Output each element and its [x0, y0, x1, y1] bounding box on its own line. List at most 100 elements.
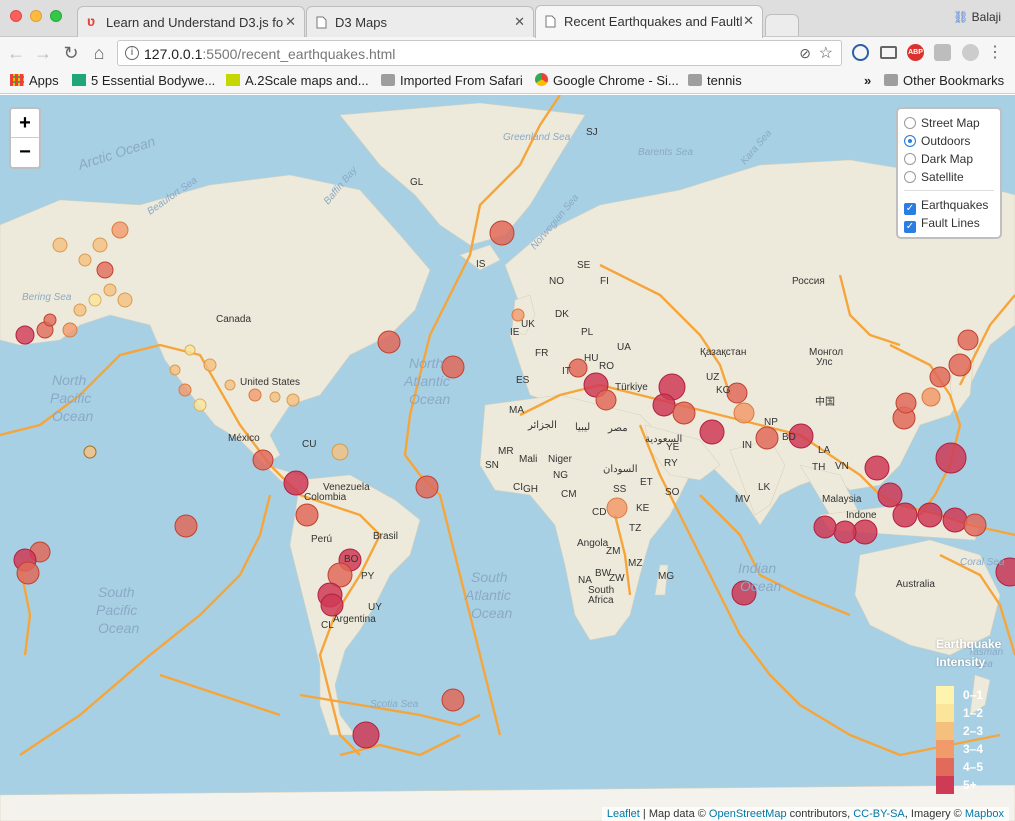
mapbox-link[interactable]: Mapbox — [964, 808, 1004, 820]
earthquake-markers[interactable] — [13, 220, 1015, 749]
earthquake-marker[interactable] — [929, 366, 951, 388]
earthquake-marker[interactable] — [852, 519, 878, 545]
back-button[interactable]: ← — [7, 43, 25, 63]
earthquake-marker[interactable] — [111, 221, 129, 239]
earthquake-marker[interactable] — [489, 220, 515, 246]
radio-outdoors[interactable] — [904, 135, 916, 147]
earthquake-marker[interactable] — [864, 455, 890, 481]
earthquake-marker[interactable] — [174, 514, 198, 538]
bookmark-star-icon[interactable]: ☆ — [818, 45, 833, 62]
earthquake-marker[interactable] — [203, 358, 217, 372]
bookmark-bodyweight[interactable]: 5 Essential Bodywe... — [72, 73, 215, 88]
earthquake-marker[interactable] — [699, 419, 725, 445]
layer-outdoors[interactable]: Outdoors — [904, 132, 994, 150]
radio-satellite[interactable] — [904, 171, 916, 183]
earthquake-marker[interactable] — [415, 475, 439, 499]
bookmark-scale-maps[interactable]: A.2Scale maps and... — [226, 73, 369, 88]
earthquake-marker[interactable] — [935, 442, 967, 474]
earthquake-marker[interactable] — [963, 513, 987, 537]
earthquake-marker[interactable] — [103, 283, 117, 297]
earthquake-marker[interactable] — [755, 426, 779, 450]
earthquake-marker[interactable] — [995, 557, 1015, 587]
earthquake-marker[interactable] — [377, 330, 401, 354]
earthquake-marker[interactable] — [78, 253, 92, 267]
osm-link[interactable]: OpenStreetMap — [708, 808, 787, 820]
earthquake-marker[interactable] — [320, 593, 344, 617]
earthquake-marker[interactable] — [595, 389, 617, 411]
layer-street-map[interactable]: Street Map — [904, 114, 994, 132]
earthquake-marker[interactable] — [921, 387, 941, 407]
checkbox-earthquakes[interactable]: ✓ — [904, 203, 916, 215]
tab-d3-maps[interactable]: D3 Maps ✕ — [306, 6, 534, 37]
bookmark-apps[interactable]: Apps — [10, 73, 59, 88]
license-link[interactable]: CC-BY-SA — [853, 808, 905, 820]
radio-street-map[interactable] — [904, 117, 916, 129]
zoom-in-button[interactable]: + — [11, 109, 39, 138]
earthquake-marker[interactable] — [511, 308, 525, 322]
earthquake-marker[interactable] — [169, 364, 181, 376]
earthquake-marker[interactable] — [88, 293, 102, 307]
chrome-menu-icon[interactable]: ⋮ — [987, 44, 1003, 61]
earthquake-marker[interactable] — [833, 520, 857, 544]
profile-button[interactable]: ⛓ Balaji — [953, 10, 1001, 24]
close-tab-icon[interactable]: ✕ — [285, 14, 296, 29]
drive-extension-icon[interactable] — [934, 44, 951, 61]
earthquake-marker[interactable] — [73, 303, 87, 317]
earthquake-marker[interactable] — [788, 423, 814, 449]
earthquake-map[interactable]: Arctic Ocean North Pacific Ocean South P… — [0, 95, 1015, 821]
bookmarks-overflow[interactable]: » — [864, 73, 872, 88]
earthquake-marker[interactable] — [948, 353, 972, 377]
earthquake-marker[interactable] — [327, 562, 353, 588]
earthquake-marker[interactable] — [895, 392, 917, 414]
earthquake-marker[interactable] — [813, 515, 837, 539]
reload-button[interactable]: ↻ — [63, 43, 79, 63]
earthquake-marker[interactable] — [957, 329, 979, 351]
earthquake-marker[interactable] — [178, 383, 192, 397]
earthquake-marker[interactable] — [877, 482, 903, 508]
window-close-button[interactable] — [10, 10, 22, 22]
window-minimize-button[interactable] — [30, 10, 42, 22]
close-tab-icon[interactable]: ✕ — [743, 13, 754, 28]
earthquake-marker[interactable] — [92, 237, 108, 253]
earthquake-marker[interactable] — [286, 393, 300, 407]
earthquake-marker[interactable] — [252, 449, 274, 471]
home-button[interactable]: ⌂ — [93, 43, 105, 63]
zoom-out-button[interactable]: − — [19, 141, 31, 163]
bookmark-imported-safari[interactable]: Imported From Safari — [381, 73, 523, 88]
earthquake-marker[interactable] — [441, 355, 465, 379]
adblock-icon[interactable]: ABP — [907, 44, 924, 61]
earthquake-marker[interactable] — [352, 721, 380, 749]
earthquake-marker[interactable] — [224, 379, 236, 391]
new-tab-button[interactable] — [765, 14, 799, 36]
extension-circle-icon[interactable] — [962, 44, 979, 61]
address-bar[interactable]: i 127.0.0.1:5500/recent_earthquakes.html… — [117, 40, 842, 66]
earthquake-marker[interactable] — [942, 507, 968, 533]
overlay-earthquakes[interactable]: ✓ Earthquakes — [904, 198, 989, 215]
other-bookmarks[interactable]: Other Bookmarks — [884, 73, 1004, 88]
earthquake-marker[interactable] — [295, 503, 319, 527]
earthquake-marker[interactable] — [83, 445, 97, 459]
earthquake-marker[interactable] — [441, 688, 465, 712]
info-icon[interactable]: i — [125, 46, 139, 60]
forward-button[interactable]: → — [34, 43, 52, 63]
earthquake-marker[interactable] — [606, 497, 628, 519]
blocked-content-icon[interactable]: ⊘ — [799, 45, 811, 61]
layer-dark-map[interactable]: Dark Map — [904, 150, 994, 168]
earthquake-marker[interactable] — [568, 358, 588, 378]
tab-udemy[interactable]: ʋ Learn and Understand D3.js fo ✕ — [77, 6, 305, 37]
earthquake-marker[interactable] — [62, 322, 78, 338]
radio-dark-map[interactable] — [904, 153, 916, 165]
bookmark-tennis[interactable]: tennis — [688, 73, 742, 88]
earthquake-marker[interactable] — [184, 344, 196, 356]
earthquake-marker[interactable] — [733, 402, 755, 424]
earthquake-marker[interactable] — [726, 382, 748, 404]
earthquake-marker[interactable] — [43, 313, 57, 327]
earthquake-marker[interactable] — [672, 401, 696, 425]
earthquake-marker[interactable] — [731, 580, 757, 606]
earthquake-marker[interactable] — [16, 561, 40, 585]
checkbox-fault-lines[interactable]: ✓ — [904, 221, 916, 233]
earthquake-marker[interactable] — [283, 470, 309, 496]
earthquake-marker[interactable] — [248, 388, 262, 402]
earthquake-marker[interactable] — [269, 391, 281, 403]
earthquake-marker[interactable] — [117, 292, 133, 308]
